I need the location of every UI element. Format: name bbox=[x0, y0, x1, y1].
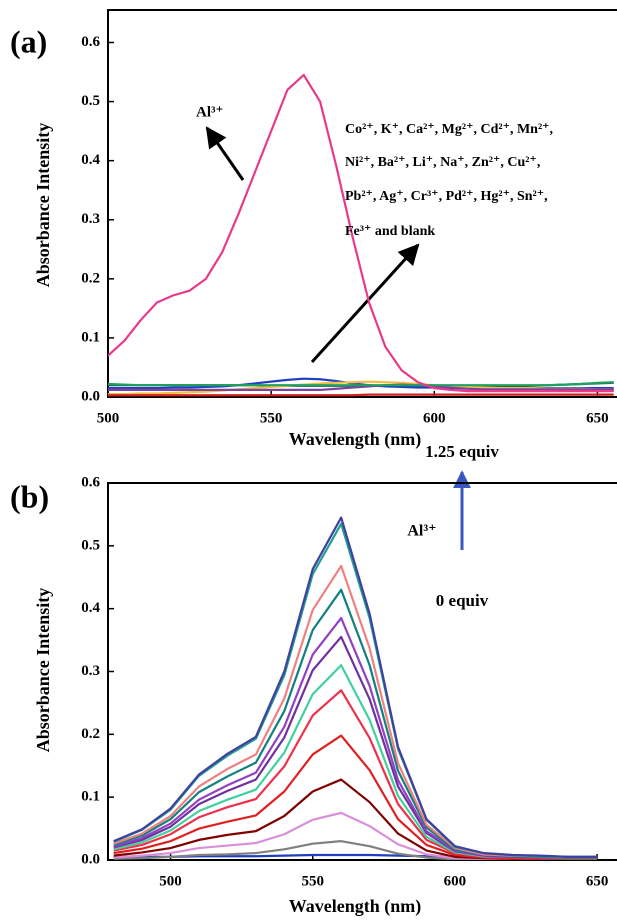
series-line bbox=[108, 380, 614, 396]
x-tick-label: 500 bbox=[97, 410, 120, 426]
series-line bbox=[113, 689, 598, 860]
x-tick-label: 650 bbox=[586, 873, 609, 889]
y-tick-label: 0.2 bbox=[81, 726, 100, 742]
y-tick-label: 0.6 bbox=[81, 34, 100, 50]
panel-label: (a) bbox=[10, 23, 47, 59]
axis-frame bbox=[107, 9, 617, 398]
y-tick-label: 0.2 bbox=[81, 270, 100, 286]
annotation: Al³⁺ bbox=[407, 523, 436, 540]
panel-label: (b) bbox=[10, 478, 49, 514]
x-tick-label: 550 bbox=[260, 410, 283, 426]
series-line bbox=[108, 73, 614, 393]
y-tick-label: 0.0 bbox=[81, 851, 100, 867]
series-line bbox=[108, 383, 614, 392]
annotation: Fe³⁺ and blank bbox=[345, 224, 435, 239]
series-line bbox=[113, 664, 598, 860]
x-tick-label: 600 bbox=[444, 873, 467, 889]
x-tick-label: 550 bbox=[301, 873, 324, 889]
y-tick-label: 0.0 bbox=[81, 388, 100, 404]
annotation: Al³⁺ bbox=[196, 104, 223, 120]
plot-area bbox=[108, 73, 614, 397]
series-line bbox=[113, 588, 598, 859]
y-tick-label: 0.4 bbox=[81, 600, 100, 616]
annotation: Pb²⁺, Ag⁺, Cr³⁺, Pd²⁺, Hg²⁺, Sn²⁺, bbox=[345, 189, 548, 204]
arrow bbox=[205, 126, 245, 181]
y-tick-label: 0.3 bbox=[81, 211, 100, 227]
y-tick-label: 0.3 bbox=[81, 663, 100, 679]
annotation: 1.25 equiv bbox=[425, 442, 499, 461]
y-tick-label: 0.6 bbox=[81, 474, 100, 490]
arrow bbox=[310, 243, 420, 364]
series-line bbox=[108, 393, 614, 397]
annotation: Ni²⁺, Ba²⁺, Li⁺, Na⁺, Zn²⁺, Cu²⁺, bbox=[345, 155, 540, 170]
y-tick-label: 0.4 bbox=[81, 152, 100, 168]
y-axis-title: Absorbance Intensity bbox=[33, 123, 53, 288]
y-tick-label: 0.1 bbox=[81, 329, 100, 345]
plot-area bbox=[113, 516, 598, 860]
x-axis-title: Wavelength (nm) bbox=[289, 896, 422, 917]
y-tick-label: 0.1 bbox=[81, 789, 100, 805]
annotation: Co²⁺, K⁺, Ca²⁺, Mg²⁺, Cd²⁺, Mn²⁺, bbox=[345, 122, 553, 137]
series-line bbox=[113, 616, 598, 859]
series-line bbox=[113, 734, 598, 860]
y-axis-title: Absorbance Intensity bbox=[33, 588, 53, 753]
x-tick-label: 500 bbox=[159, 873, 182, 889]
x-tick-label: 600 bbox=[423, 410, 446, 426]
series-line bbox=[113, 516, 598, 858]
x-axis-title: Wavelength (nm) bbox=[289, 429, 422, 450]
annotation: 0 equiv bbox=[436, 591, 489, 610]
x-tick-label: 650 bbox=[586, 410, 609, 426]
y-tick-label: 0.5 bbox=[81, 93, 100, 109]
series-line bbox=[108, 381, 614, 387]
y-tick-label: 0.5 bbox=[81, 537, 100, 553]
